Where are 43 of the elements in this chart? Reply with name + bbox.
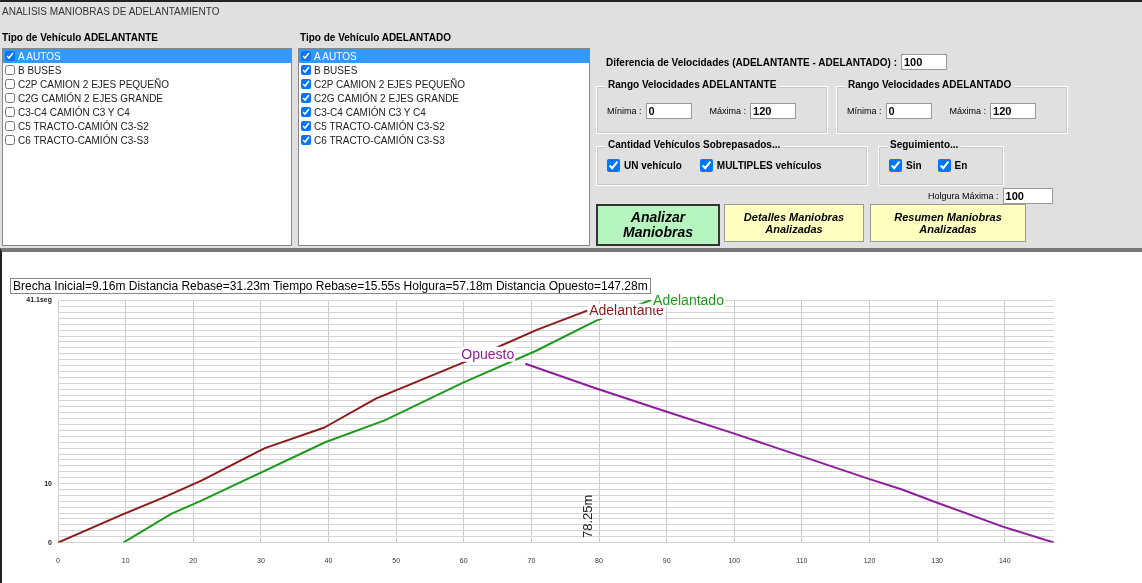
- text: Tipo de Vehículo ADELANTADO: [300, 32, 451, 43]
- text: Tipo de Vehículo ADELANTANTE: [2, 32, 158, 43]
- text: B BUSES: [18, 64, 62, 76]
- text: Rango Velocidades ADELANTANTE: [608, 79, 777, 90]
- text: 100: [900, 54, 947, 70]
- text: C2P CAMION 2 EJES PEQUEÑO: [18, 78, 169, 90]
- text: C5 TRACTO-CAMIÓN C3-S2: [314, 120, 445, 132]
- text: Analizar Maniobras: [622, 208, 693, 240]
- text: Mínima :: [607, 106, 642, 116]
- series-label: Opuesto: [461, 345, 515, 362]
- text: Máxima :: [709, 106, 747, 116]
- text: C2P CAMION 2 EJES PEQUEÑO: [314, 78, 465, 90]
- text: 0: [885, 103, 932, 119]
- text: Cantidad Vehículos Sobrepasados...: [608, 139, 781, 150]
- text: Rango Velocidades ADELANTADO: [848, 79, 1012, 90]
- annotation: 78.25m: [580, 494, 595, 538]
- text: Resumen Maniobras Analizadas: [894, 210, 1002, 235]
- text: C2G CAMIÓN 2 EJES GRANDE: [18, 92, 164, 104]
- text: Máxima :: [949, 106, 987, 116]
- text: B BUSES: [314, 64, 358, 76]
- text: MULTIPLES vehículos: [716, 160, 822, 171]
- text: C6 TRACTO-CAMIÓN C3-S3: [18, 134, 149, 146]
- text: 100: [1002, 188, 1053, 204]
- text: UN vehículo: [624, 160, 682, 171]
- text: C5 TRACTO-CAMIÓN C3-S2: [18, 120, 149, 132]
- text: Detalles Maniobras Analizadas: [743, 210, 845, 235]
- text: A AUTOS: [18, 50, 61, 62]
- text: Sin: [906, 160, 922, 171]
- text: Seguimiento...: [890, 139, 959, 150]
- text: Diferencia de Velocidades (ADELANTANTE - ADELANTADO) :: [606, 56, 897, 68]
- text: 120: [990, 103, 1037, 119]
- text: En: [954, 160, 968, 171]
- text: C2G CAMIÓN 2 EJES GRANDE: [314, 92, 460, 104]
- text: C6 TRACTO-CAMIÓN C3-S3: [314, 134, 445, 146]
- text: C3-C4 CAMIÓN C3 Y C4: [314, 106, 426, 118]
- text: ANALISIS MANIOBRAS DE ADELANTAMIENTO: [2, 6, 220, 17]
- text: 0: [645, 103, 692, 119]
- text: A AUTOS: [314, 50, 357, 62]
- text: Mínima :: [847, 106, 882, 116]
- text: C3-C4 CAMIÓN C3 Y C4: [18, 106, 130, 118]
- text: 120: [750, 103, 797, 119]
- text: Brecha Inicial=9.16m Distancia Rebase=31.23m Tiempo Rebase=15.55s Holgura=57.18m Distancia Opuesto=147.28m: [10, 278, 651, 294]
- text: Holgura Máxima :: [928, 191, 999, 201]
